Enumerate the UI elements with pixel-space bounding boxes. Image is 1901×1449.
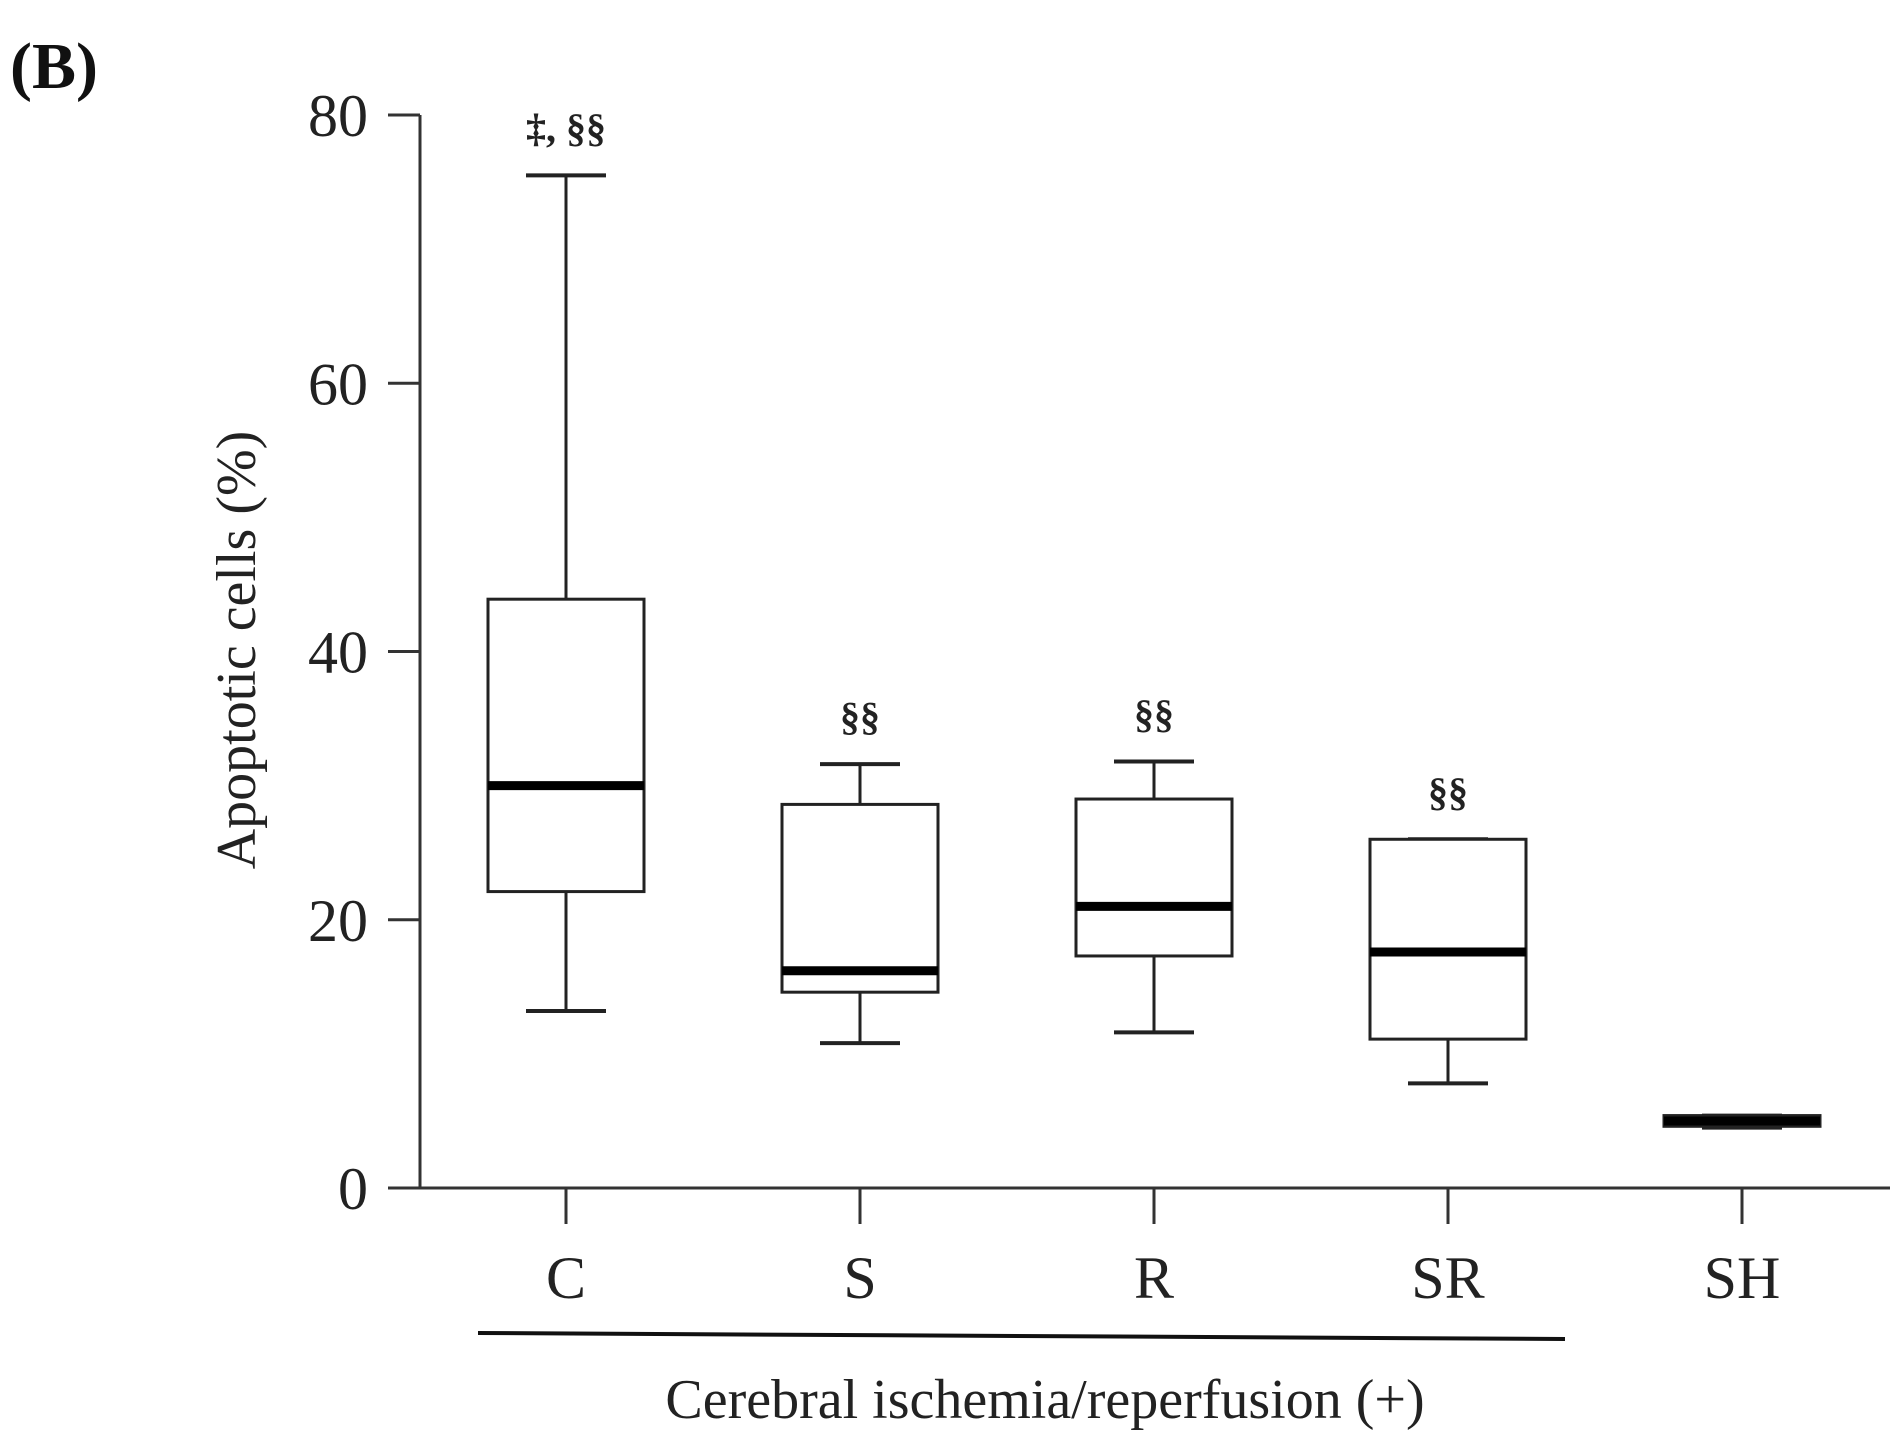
y-tick-label: 60 — [308, 351, 368, 417]
y-axis-label: Apoptotic cells (%) — [206, 431, 268, 870]
boxes: ‡, §§ §§ §§ §§ — [486, 105, 1822, 1130]
significance-annotation: §§ — [1134, 691, 1174, 736]
y-tick-label: 80 — [308, 83, 368, 149]
iqr-box — [1074, 797, 1234, 958]
iqr-box — [1368, 837, 1528, 1041]
iqr-box — [780, 802, 940, 994]
x-tick-label: SH — [1704, 1245, 1781, 1311]
significance-annotation: ‡, §§ — [526, 105, 606, 150]
y-tick-label: 0 — [338, 1156, 368, 1222]
x-tick-label: S — [843, 1245, 876, 1311]
y-tick-label: 40 — [308, 620, 368, 686]
box-r: §§ — [1074, 691, 1234, 1035]
group-bracket-line — [477, 1331, 1566, 1341]
x-tick-label: SR — [1411, 1245, 1484, 1311]
significance-annotation: §§ — [1428, 769, 1468, 814]
box-sh — [1662, 1113, 1822, 1130]
y-ticks: 0 20 40 60 80 — [308, 83, 420, 1222]
box-s: §§ — [780, 694, 940, 1046]
x-tick-label: C — [546, 1245, 586, 1311]
x-ticks: C S R SR SH — [546, 1188, 1780, 1311]
iqr-box — [486, 597, 646, 894]
y-tick-label: 20 — [308, 888, 368, 954]
group-bracket-label: Cerebral ischemia/reperfusion (+) — [665, 1369, 1424, 1431]
x-tick-label: R — [1134, 1245, 1174, 1311]
significance-annotation: §§ — [840, 694, 880, 739]
box-sr: §§ — [1368, 769, 1528, 1086]
panel-label: (B) — [10, 30, 98, 103]
box-c: ‡, §§ — [486, 105, 646, 1013]
